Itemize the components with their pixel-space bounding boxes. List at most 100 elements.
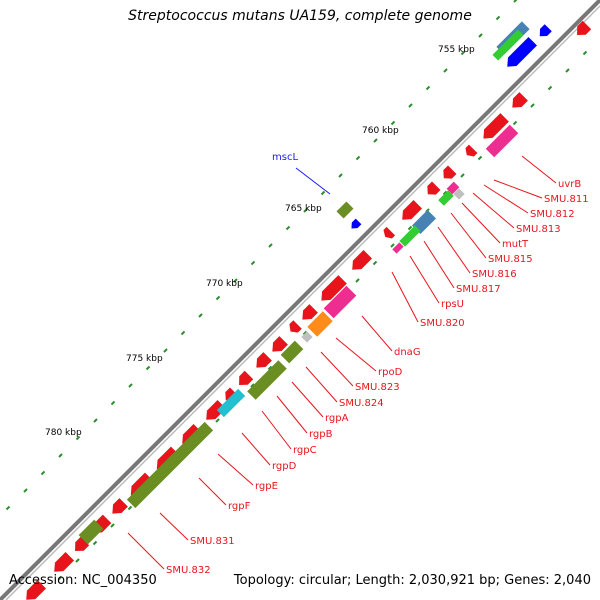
gene-forward-1 bbox=[512, 92, 528, 108]
gene-forward-6 bbox=[402, 199, 423, 220]
gene-forward-8 bbox=[352, 249, 373, 270]
scale-tick bbox=[5, 505, 11, 511]
scale-tick bbox=[390, 243, 395, 248]
gene-forward-16 bbox=[206, 399, 227, 420]
gene-label: mutT bbox=[502, 239, 529, 250]
gene-cog-13 bbox=[301, 331, 313, 343]
gene-forward-17 bbox=[182, 423, 203, 444]
label-leader-line bbox=[409, 255, 440, 304]
gene-cog-20 bbox=[351, 218, 362, 229]
scale-tick bbox=[373, 138, 378, 143]
gene-label: mscL bbox=[272, 152, 298, 163]
kbp-label: 780 kbp bbox=[45, 428, 82, 438]
label-leader-line bbox=[127, 532, 165, 570]
scale-tick bbox=[390, 120, 396, 126]
gene-label: rgpA bbox=[325, 413, 349, 424]
gene-label: SMU.816 bbox=[472, 269, 517, 280]
label-leader-line bbox=[423, 240, 455, 289]
gene-label: SMU.824 bbox=[339, 398, 384, 409]
gene-forward-4 bbox=[443, 165, 457, 179]
gene-label: rgpC bbox=[293, 445, 317, 456]
gene-cog-17 bbox=[126, 421, 214, 509]
gene-label: dnaG bbox=[394, 347, 421, 358]
gene-forward-7 bbox=[383, 226, 396, 239]
gene-cog-4 bbox=[485, 124, 519, 158]
label-leader-line bbox=[305, 366, 338, 403]
scale-tick bbox=[163, 348, 168, 353]
gene-forward-13 bbox=[256, 352, 272, 368]
gene-label: SMU.815 bbox=[488, 254, 533, 265]
label-leader-line bbox=[320, 351, 354, 387]
gene-cog-16 bbox=[216, 388, 246, 418]
gene-label: SMU.823 bbox=[355, 382, 400, 393]
label-leader-line bbox=[217, 453, 254, 486]
gene-label: SMU.817 bbox=[456, 284, 501, 295]
scale-tick bbox=[267, 365, 273, 371]
gene-cog-8 bbox=[411, 209, 437, 235]
label-leader-line bbox=[276, 395, 308, 434]
scale-tick bbox=[513, 0, 518, 3]
gene-forward-18 bbox=[156, 446, 180, 470]
gene-forward-12 bbox=[272, 336, 288, 352]
gene-label: SMU.820 bbox=[420, 318, 465, 329]
gene-forward-0 bbox=[577, 20, 592, 35]
scale-tick bbox=[408, 103, 413, 108]
label-leader-line bbox=[295, 167, 331, 195]
gene-cog-1 bbox=[492, 29, 524, 61]
scale-tick bbox=[512, 120, 518, 126]
gene-forward-14 bbox=[239, 370, 254, 385]
gene-label: rgpF bbox=[228, 501, 251, 512]
gene-cog-18 bbox=[78, 519, 104, 545]
gene-cog-15 bbox=[247, 360, 287, 400]
label-leader-line bbox=[361, 315, 393, 352]
gene-cog-10 bbox=[392, 242, 404, 254]
kbp-label: 775 kbp bbox=[126, 354, 163, 364]
gene-cog-2 bbox=[507, 37, 537, 67]
scale-tick bbox=[495, 15, 501, 21]
scale-tick bbox=[40, 470, 46, 476]
gene-label: SMU.811 bbox=[544, 194, 589, 205]
gene-features bbox=[26, 20, 592, 600]
kbp-labels: 755 kbp 760 kbp 765 kbp 770 kbp 775 kbp 780 k… bbox=[45, 45, 475, 438]
gene-cog-5 bbox=[446, 181, 460, 195]
scale-tick bbox=[460, 173, 465, 178]
gene-label: SMU.812 bbox=[530, 209, 575, 220]
gene-forward-11 bbox=[289, 320, 302, 333]
scale-tick bbox=[75, 435, 81, 441]
scale-tick bbox=[477, 155, 483, 161]
scale-tick bbox=[93, 418, 98, 423]
scale-tick bbox=[582, 50, 588, 56]
kbp-label: 770 kbp bbox=[206, 279, 243, 289]
scale-tick bbox=[302, 330, 308, 336]
scale-tick bbox=[250, 260, 256, 266]
scale-tick bbox=[57, 575, 63, 581]
gene-label: SMU.831 bbox=[190, 536, 235, 547]
scale-tick bbox=[23, 488, 28, 493]
gene-forward-9 bbox=[321, 275, 347, 301]
scale-tick bbox=[338, 173, 343, 178]
gene-label: SMU.813 bbox=[516, 224, 561, 235]
scale-tick bbox=[128, 383, 133, 388]
gene-cog-11 bbox=[323, 285, 357, 319]
scale-tick bbox=[127, 505, 133, 511]
scale-tick bbox=[198, 313, 203, 318]
scale-tick bbox=[442, 190, 448, 196]
gene-cog-6 bbox=[438, 190, 454, 206]
gene-label: rgpD bbox=[272, 461, 297, 472]
scale-tick bbox=[425, 85, 431, 91]
gene-forward-20 bbox=[112, 498, 128, 514]
kbp-label: 760 kbp bbox=[362, 126, 399, 136]
scale-tick bbox=[565, 68, 570, 73]
label-leader-line bbox=[437, 226, 471, 274]
scale-tick bbox=[233, 278, 238, 283]
scale-tick bbox=[530, 103, 535, 108]
gene-label: SMU.832 bbox=[166, 565, 211, 576]
label-leader-line bbox=[159, 512, 189, 541]
topology-text: Topology: circular; Length: 2,030,921 bp… bbox=[233, 573, 591, 588]
label-leader-line bbox=[450, 212, 487, 259]
label-leader-line bbox=[335, 337, 377, 372]
gene-label: rpsU bbox=[441, 299, 464, 310]
gene-cog-9 bbox=[399, 225, 421, 247]
gene-label: rgpE bbox=[255, 481, 278, 492]
